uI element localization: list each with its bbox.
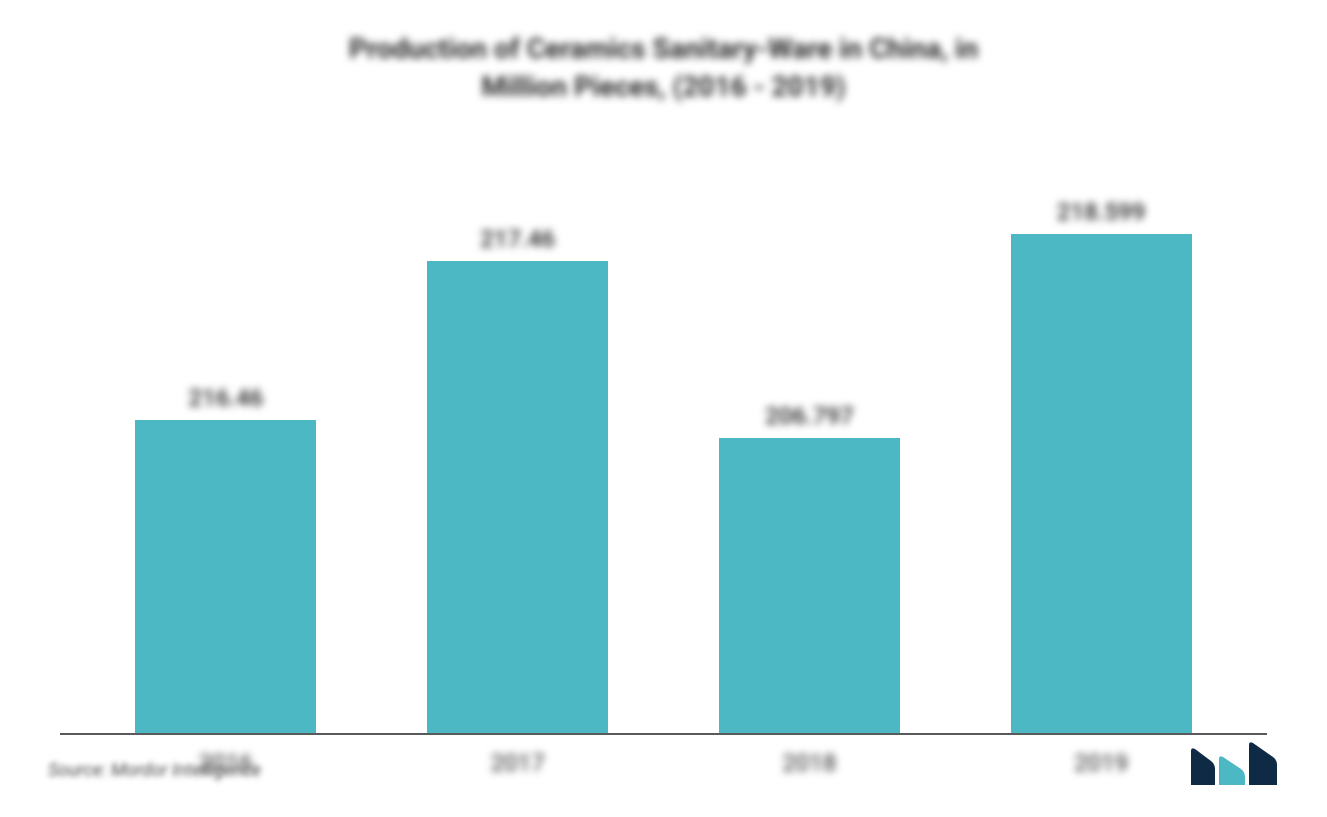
plot-area: 216.46 217.46 206.797 218.599 <box>60 124 1267 735</box>
bar <box>135 420 316 735</box>
bar-slot: 217.46 <box>372 124 664 735</box>
bar-slot: 206.797 <box>664 124 956 735</box>
bar <box>719 438 900 735</box>
bar-slot: 216.46 <box>80 124 372 735</box>
x-axis-label: 2017 <box>372 749 664 777</box>
bar-slot: 218.599 <box>955 124 1247 735</box>
bar <box>1011 234 1192 735</box>
bars-container: 216.46 217.46 206.797 218.599 <box>60 124 1267 735</box>
chart-title-line1: Production of Ceramics Sanitary-Ware in … <box>349 32 978 65</box>
x-axis-label: 2018 <box>664 749 956 777</box>
source-attribution: Source: Mordor Intelligence <box>48 760 261 781</box>
bar-chart: Production of Ceramics Sanitary-Ware in … <box>40 30 1287 777</box>
chart-title: Production of Ceramics Sanitary-Ware in … <box>349 30 978 106</box>
bar-value-label: 216.46 <box>188 384 263 412</box>
bar-value-label: 217.46 <box>480 225 555 253</box>
mordor-logo-icon <box>1189 739 1279 787</box>
chart-title-line2: Million Pieces, (2016 - 2019) <box>481 70 845 103</box>
bar-value-label: 218.599 <box>1057 198 1146 226</box>
x-axis-line <box>60 733 1267 735</box>
bar <box>427 261 608 735</box>
bar-value-label: 206.797 <box>765 402 854 430</box>
